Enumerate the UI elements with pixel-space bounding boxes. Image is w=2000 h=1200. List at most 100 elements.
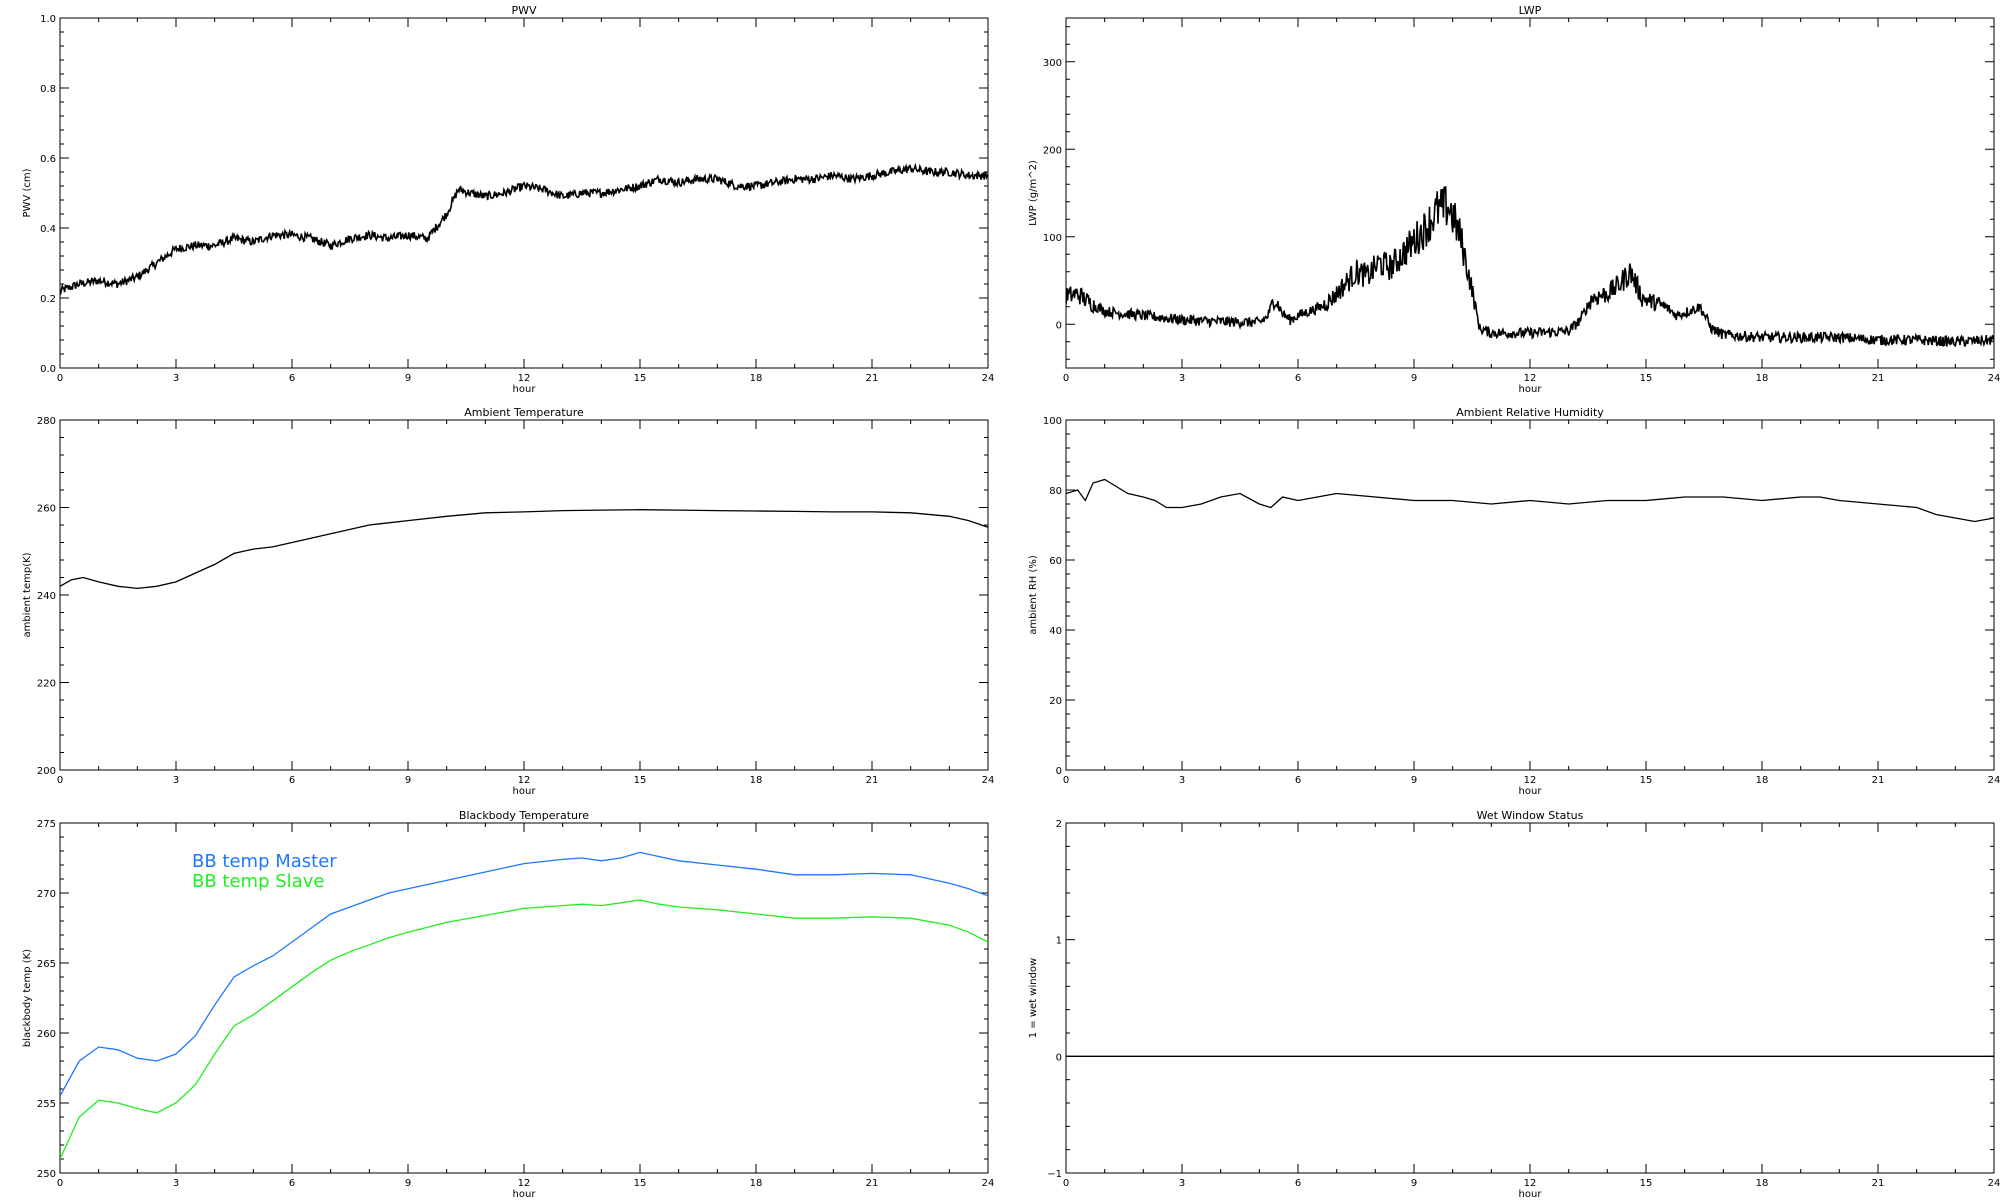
chart-title: Ambient Relative Humidity (1456, 406, 1604, 419)
x-axis-label: hour (513, 786, 537, 797)
x-axis-label: hour (1519, 1189, 1543, 1200)
x-tick-label: 18 (750, 775, 763, 786)
x-tick-label: 6 (1295, 775, 1301, 786)
x-tick-label: 9 (405, 373, 411, 384)
x-tick-label: 3 (173, 373, 179, 384)
y-tick-label: 100 (1043, 233, 1062, 244)
y-tick-label: 220 (37, 679, 56, 690)
x-tick-label: 21 (866, 1178, 879, 1189)
y-tick-label: 0.6 (40, 154, 56, 165)
chart-title: PWV (511, 4, 537, 17)
x-tick-label: 18 (750, 1178, 763, 1189)
plot-frame (1065, 822, 1995, 1174)
y-tick-label: 265 (37, 959, 56, 970)
chart-title: Wet Window Status (1477, 809, 1584, 822)
y-tick-label: 80 (1049, 486, 1062, 497)
y-tick-label: 40 (1049, 626, 1062, 637)
x-tick-label: 0 (1063, 1178, 1069, 1189)
y-tick-label: 300 (1043, 58, 1062, 69)
x-tick-label: 3 (173, 775, 179, 786)
x-axis-label: hour (513, 384, 537, 395)
x-tick-label: 0 (1063, 775, 1069, 786)
plot-frame (1065, 419, 1995, 771)
y-tick-label: 100 (1043, 416, 1062, 427)
y-tick-label: 1 (1056, 936, 1062, 947)
legend-entry: BB temp Master (192, 851, 337, 872)
x-tick-label: 9 (405, 1178, 411, 1189)
y-tick-label: 0 (1056, 320, 1062, 331)
y-tick-label: 2 (1056, 819, 1062, 830)
plot-frame (59, 419, 989, 771)
series-line-bb-temp-slave (60, 899, 988, 1160)
x-tick-label: 0 (57, 1178, 63, 1189)
x-tick-label: 21 (866, 373, 879, 384)
y-tick-label: 1.0 (40, 14, 56, 25)
x-tick-label: 0 (57, 775, 63, 786)
y-axis-label: 1 = wet window (1028, 958, 1039, 1038)
series-line-ambient-rh-0 (1066, 478, 1994, 523)
x-tick-label: 3 (1179, 1178, 1185, 1189)
x-tick-label: 21 (866, 775, 879, 786)
y-axis-label: ambient RH (%) (1028, 555, 1039, 635)
series-line-ambient-temp-0 (60, 509, 988, 590)
x-tick-label: 3 (1179, 373, 1185, 384)
y-tick-label: 0 (1056, 766, 1062, 777)
x-tick-label: 24 (982, 373, 995, 384)
x-tick-label: 9 (1411, 373, 1417, 384)
x-tick-label: 9 (1411, 775, 1417, 786)
y-tick-label: 255 (37, 1099, 56, 1110)
y-tick-label: 260 (37, 1029, 56, 1040)
chart-title: Blackbody Temperature (459, 809, 589, 822)
y-tick-label: 275 (37, 819, 56, 830)
x-tick-label: 18 (1756, 775, 1769, 786)
x-tick-label: 0 (57, 373, 63, 384)
x-tick-label: 18 (750, 373, 763, 384)
panel-ambient-temp: Ambient Temperature 0 3 6 9 12 15 18 21 24 hour 200… (22, 406, 994, 797)
y-tick-label: 0.8 (40, 84, 56, 95)
legend-entry: BB temp Slave (192, 871, 324, 892)
y-tick-label: 240 (37, 591, 56, 602)
x-tick-label: 6 (289, 1178, 295, 1189)
x-tick-label: 24 (1988, 373, 2000, 384)
x-tick-label: 12 (518, 775, 531, 786)
x-tick-label: 9 (405, 775, 411, 786)
y-tick-label: 20 (1049, 696, 1062, 707)
panel-pwv: PWV 0 3 6 9 12 15 18 21 24 hour 0.0 0.2 0.4 0.6 0.8 1.0 P… (22, 4, 994, 395)
y-tick-label: 260 (37, 504, 56, 515)
panel-lwp: LWP 0 3 6 9 12 15 18 21 24 hour 0 100 200 300 LWP (g/m^… (1028, 4, 2000, 395)
y-axis-label: ambient temp(K) (22, 552, 33, 637)
y-tick-label: 0.0 (40, 364, 56, 375)
x-tick-label: 15 (634, 775, 647, 786)
plot-frame (1065, 17, 1995, 369)
y-axis-label: PWV (cm) (22, 168, 33, 217)
x-tick-label: 21 (1872, 1178, 1885, 1189)
x-tick-label: 9 (1411, 1178, 1417, 1189)
x-tick-label: 24 (982, 775, 995, 786)
x-tick-label: 24 (982, 1178, 995, 1189)
x-tick-label: 24 (1988, 1178, 2000, 1189)
x-tick-label: 12 (518, 1178, 531, 1189)
x-tick-label: 21 (1872, 373, 1885, 384)
x-tick-label: 6 (289, 775, 295, 786)
y-tick-label: 200 (37, 766, 56, 777)
x-tick-label: 12 (1524, 775, 1537, 786)
x-tick-label: 15 (1640, 775, 1653, 786)
x-tick-label: 21 (1872, 775, 1885, 786)
x-tick-label: 3 (173, 1178, 179, 1189)
plot-frame (59, 17, 989, 369)
x-tick-label: 0 (1063, 373, 1069, 384)
y-tick-label: 0 (1056, 1052, 1062, 1063)
x-tick-label: 24 (1988, 775, 2000, 786)
x-axis-label: hour (513, 1189, 537, 1200)
y-axis-label: blackbody temp (K) (22, 949, 33, 1047)
x-tick-label: 3 (1179, 775, 1185, 786)
x-tick-label: 6 (289, 373, 295, 384)
y-tick-label: 60 (1049, 556, 1062, 567)
x-tick-label: 15 (634, 1178, 647, 1189)
x-tick-label: 15 (1640, 1178, 1653, 1189)
series-line-bb-temp-master (60, 851, 988, 1097)
x-tick-label: 18 (1756, 1178, 1769, 1189)
x-tick-label: 12 (1524, 1178, 1537, 1189)
